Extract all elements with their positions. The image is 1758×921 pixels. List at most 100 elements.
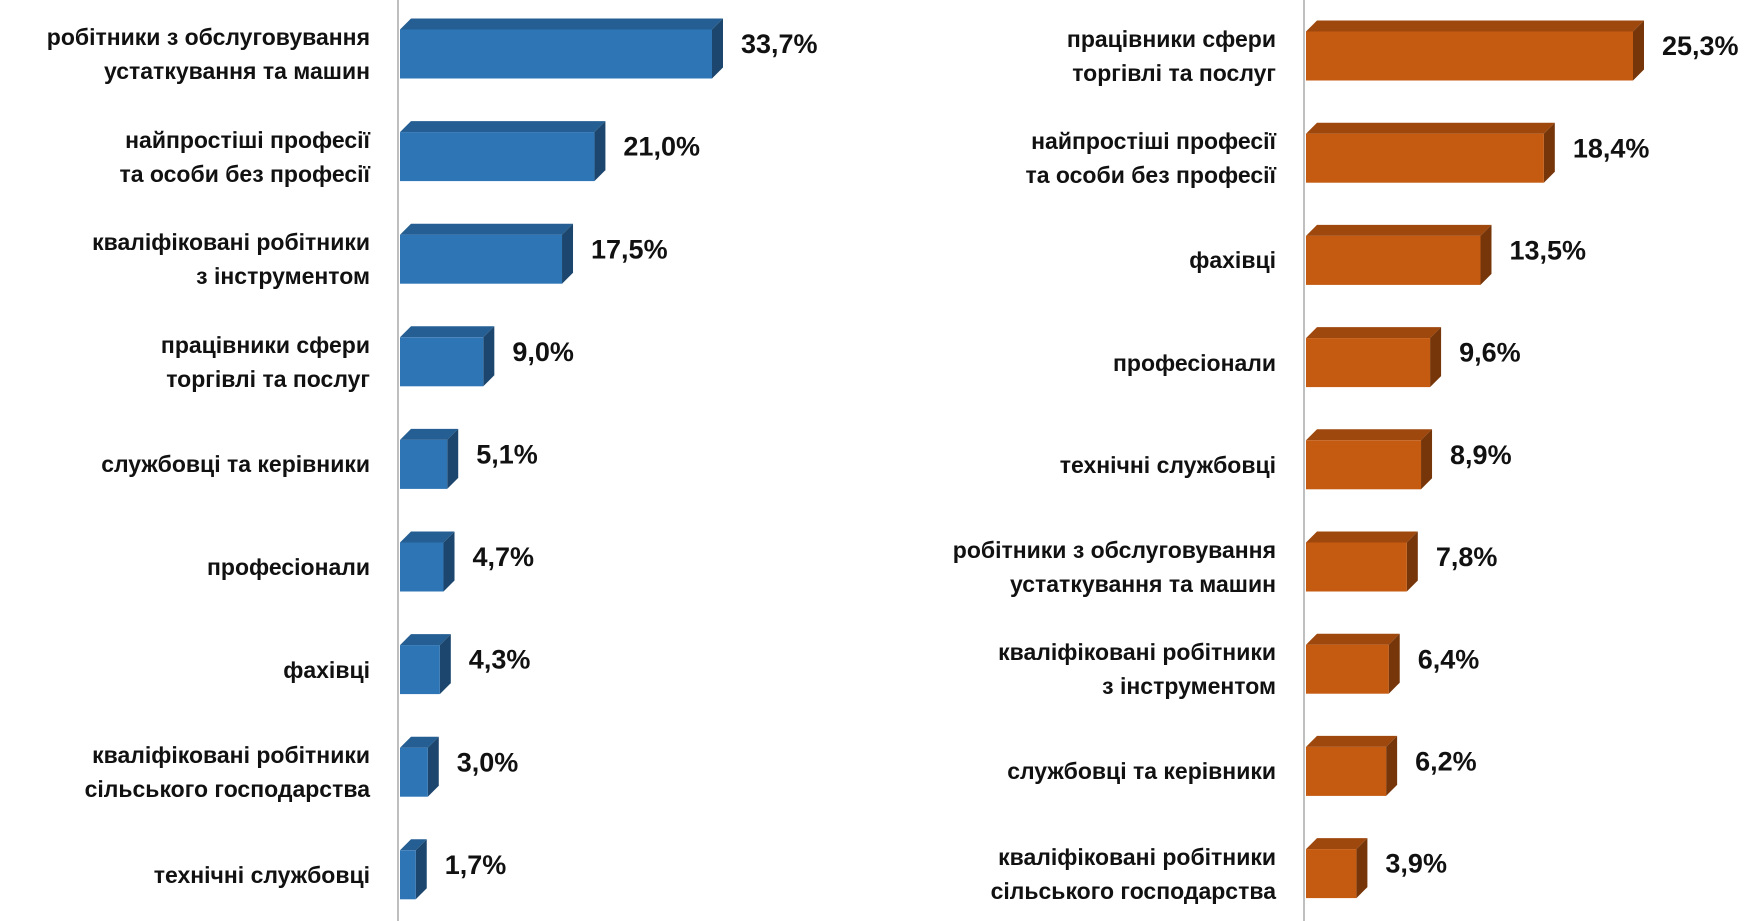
bar-top (400, 531, 455, 543)
bar (1306, 20, 1644, 81)
bar-top (400, 326, 495, 338)
bar-front (400, 850, 416, 900)
bar-top (400, 223, 574, 235)
bar-front (1306, 849, 1357, 899)
bar-front (1306, 542, 1407, 592)
bar-top (400, 121, 606, 133)
value-label: 33,7% (741, 29, 818, 59)
value-label: 1,7% (445, 850, 507, 880)
bar-front (1306, 440, 1422, 490)
bar (1306, 633, 1400, 694)
bar-front (400, 542, 444, 592)
bar (1306, 327, 1442, 388)
bar-front (1306, 746, 1387, 796)
value-label: 5,1% (476, 440, 538, 470)
bar-top (400, 839, 427, 851)
bar-top (1306, 429, 1433, 441)
bar (400, 428, 459, 489)
category-label: найпростіші професії та особи без профес… (1025, 128, 1276, 189)
bar-top (400, 736, 439, 748)
value-label: 17,5% (591, 234, 668, 264)
bar-side (447, 428, 459, 489)
bar-top (1306, 224, 1492, 236)
value-label: 9,0% (512, 337, 574, 367)
bar-side (427, 736, 439, 797)
bar-side (483, 326, 495, 387)
value-label: 6,2% (1415, 747, 1477, 777)
bar (1306, 838, 1368, 899)
category-label: кваліфіковані робітники сільського госпо… (990, 843, 1276, 904)
value-label: 18,4% (1573, 133, 1650, 163)
bar-front (400, 29, 712, 79)
bar-top (1306, 531, 1418, 543)
bar-side (1421, 429, 1433, 490)
bar (400, 223, 574, 284)
value-label: 4,3% (469, 645, 531, 675)
bar-side (1386, 735, 1398, 796)
bar-front (400, 645, 440, 695)
category-label: технічні службовці (153, 861, 370, 888)
bar-front (1306, 133, 1544, 183)
value-label: 3,0% (457, 747, 519, 777)
value-label: 4,7% (473, 542, 535, 572)
category-label: фахівці (1189, 247, 1276, 274)
bar-side (594, 121, 606, 182)
bar-top (1306, 20, 1644, 32)
bar-top (1306, 633, 1400, 645)
bar (400, 531, 455, 592)
bar (1306, 429, 1433, 490)
category-label: технічні службовці (1059, 451, 1276, 478)
bar-front (1306, 338, 1431, 388)
value-label: 6,4% (1418, 644, 1480, 674)
bar-top (1306, 122, 1555, 134)
category-label: кваліфіковані робітники з інструментом (92, 229, 370, 290)
bar-front (400, 337, 484, 387)
bar (1306, 122, 1555, 183)
value-label: 8,9% (1450, 440, 1512, 470)
value-label: 25,3% (1662, 31, 1739, 61)
bar-front (400, 747, 428, 797)
value-label: 7,8% (1436, 542, 1498, 572)
bar-side (1633, 20, 1644, 81)
category-label: службовці та керівники (1007, 758, 1276, 785)
value-label: 13,5% (1509, 236, 1586, 266)
category-label: кваліфіковані робітники з інструментом (998, 639, 1276, 700)
bar-top (1306, 838, 1368, 850)
value-label: 3,9% (1385, 849, 1447, 879)
bar-front (1306, 235, 1481, 285)
bar-front (1306, 644, 1389, 694)
bar-side (1430, 327, 1442, 388)
bar (400, 326, 495, 387)
bar-top (400, 634, 451, 646)
value-label: 21,0% (623, 132, 700, 162)
bar (400, 634, 451, 695)
bar-front (400, 439, 448, 489)
bar-side (1388, 633, 1400, 694)
bar (400, 18, 723, 79)
bar-front (400, 234, 563, 284)
category-label: професіонали (207, 554, 370, 580)
category-label: працівники сфери торгівлі та послуг (160, 331, 370, 392)
category-label: робітники з обслуговування устаткування … (952, 537, 1276, 597)
category-label: професіонали (1113, 349, 1276, 376)
bar (400, 736, 439, 797)
bar-side (1356, 838, 1368, 899)
bar-side (1480, 224, 1492, 285)
category-label: кваліфіковані робітники сільського госпо… (84, 742, 370, 803)
bar-top (400, 18, 723, 30)
bar (400, 839, 427, 900)
bar-side (439, 634, 451, 695)
category-label: фахівці (283, 656, 370, 683)
category-label: працівники сфери торгівлі та послуг (1066, 26, 1276, 86)
bar-side (443, 531, 455, 592)
bar (1306, 531, 1418, 592)
category-label: найпростіші професії та особи без профес… (119, 126, 370, 187)
bar-top (1306, 327, 1442, 339)
bar (1306, 735, 1398, 796)
bar-front (1306, 31, 1633, 81)
category-label: робітники з обслуговування устаткування … (46, 24, 370, 84)
bar (400, 121, 606, 182)
bar-side (1406, 531, 1418, 592)
bar-side (415, 839, 427, 900)
bar-top (1306, 735, 1398, 747)
